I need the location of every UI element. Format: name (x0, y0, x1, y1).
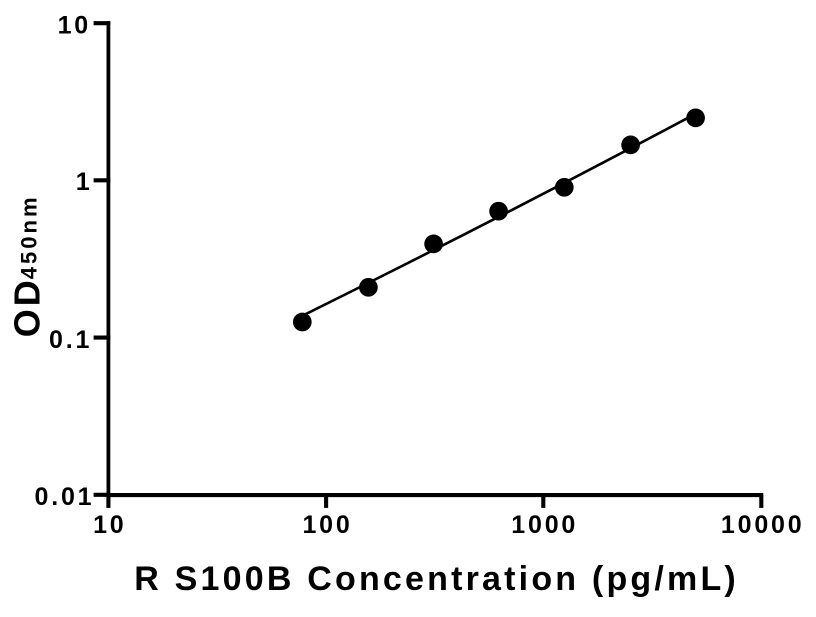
svg-text:1000: 1000 (511, 511, 578, 539)
svg-text:10: 10 (93, 511, 126, 539)
svg-text:10: 10 (58, 11, 91, 39)
svg-text:10000: 10000 (721, 511, 805, 539)
svg-text:0.01: 0.01 (35, 483, 95, 511)
svg-text:1: 1 (76, 168, 93, 196)
svg-text:100: 100 (302, 511, 352, 539)
svg-text:0.1: 0.1 (49, 326, 92, 354)
svg-text:R S100B Concentration (pg/mL): R S100B Concentration (pg/mL) (134, 560, 739, 598)
